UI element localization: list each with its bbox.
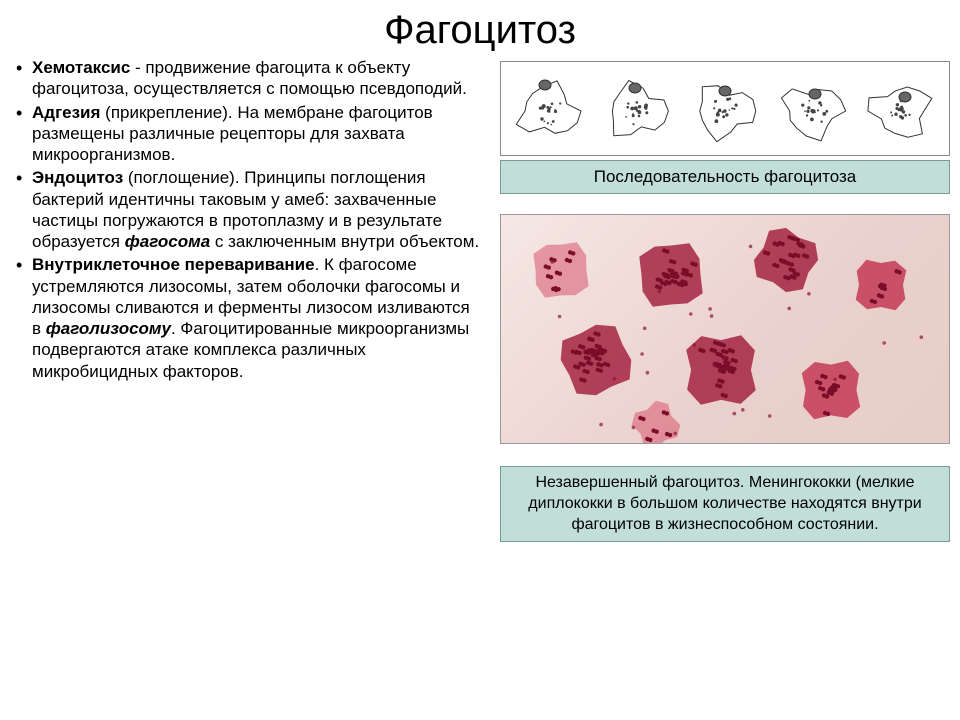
sequence-caption: Последовательность фагоцитоза	[500, 160, 950, 194]
term: Внутриклеточное переваривание	[32, 255, 315, 274]
bullet-item: Хемотаксис - продвижение фагоцита к объе…	[10, 57, 480, 100]
term: Эндоцитоз	[32, 168, 123, 187]
bullet-text-2: с заключенным внутри объектом.	[210, 232, 479, 251]
bullet-item: Эндоцитоз (поглощение). Принципы поглоще…	[10, 167, 480, 252]
emphasis: фагосома	[125, 232, 210, 251]
bullet-list: Хемотаксис - продвижение фагоцита к объе…	[10, 57, 480, 382]
micrograph-svg	[501, 215, 950, 444]
page-title: Фагоцитоз	[0, 0, 960, 57]
bullet-item: Внутриклеточное переваривание. К фагосом…	[10, 254, 480, 382]
term: Хемотаксис	[32, 58, 130, 77]
micrograph-caption: Незавершенный фагоцитоз. Менингококки (м…	[500, 466, 950, 542]
sequence-diagram	[500, 61, 950, 156]
bullets-column: Хемотаксис - продвижение фагоцита к объе…	[10, 57, 490, 542]
emphasis: фаголизосому	[46, 319, 171, 338]
content-area: Хемотаксис - продвижение фагоцита к объе…	[0, 57, 960, 542]
bullet-item: Адгезия (прикрепление). На мембране фаго…	[10, 102, 480, 166]
images-column: Последовательность фагоцитоза Незавершен…	[490, 57, 950, 542]
phagocytosis-stages-svg	[505, 66, 945, 151]
term: Адгезия	[32, 103, 100, 122]
micrograph-image	[500, 214, 950, 444]
